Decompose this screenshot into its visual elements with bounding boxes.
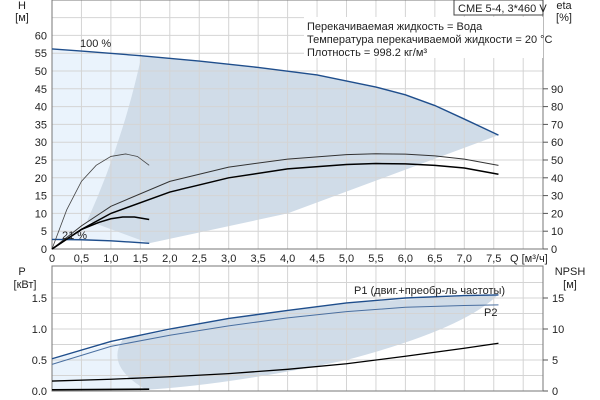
y-tick-label: 50	[35, 66, 47, 78]
p-tick-label: 0.0	[32, 386, 47, 398]
npsh-tick-label: 5	[552, 355, 558, 367]
y-tick-label: 30	[35, 137, 47, 149]
x-axis-label: Q [м³/ч]	[510, 253, 548, 265]
y2-tick-label: 40	[551, 173, 563, 185]
region-dark-bottom	[117, 294, 499, 390]
y-axis-label: H	[18, 0, 26, 12]
x-tick-label: 2,0	[162, 253, 177, 265]
y2-tick-label: 20	[551, 208, 563, 220]
x-tick-label: 0	[49, 253, 55, 265]
y2-tick-label: 0	[551, 244, 557, 256]
y2-tick-label: 50	[551, 155, 563, 167]
y2-tick-label: 80	[551, 102, 563, 114]
info-box	[304, 17, 543, 58]
y2-axis-unit: [%]	[556, 12, 572, 24]
label-p1: P1 (двиг.+преобр-ль частоты)	[354, 285, 505, 297]
series-line-npsh	[51, 342, 499, 382]
series-line-eta-small-lower	[51, 216, 150, 250]
y2-tick-label: 60	[551, 137, 563, 149]
x-tick-label: 5,0	[339, 253, 354, 265]
x-tick-label: 1,5	[133, 253, 148, 265]
y-tick-label: 40	[35, 102, 47, 114]
p-axis-label: P	[18, 266, 25, 278]
x-tick-label: 7,0	[457, 253, 472, 265]
x-tick-label: 5,5	[368, 253, 383, 265]
x-tick-label: 6,5	[427, 253, 442, 265]
npsh-tick-label: 0	[552, 386, 558, 398]
x-tick-label: 6,0	[398, 253, 413, 265]
y2-tick-label: 70	[551, 119, 563, 131]
y-tick-label: 5	[41, 226, 47, 238]
y-tick-label: 45	[35, 84, 47, 96]
npsh-tick-label: 15	[552, 293, 564, 305]
x-tick-label: 0,5	[74, 253, 89, 265]
x-tick-label: 3,5	[251, 253, 266, 265]
y-tick-label: 35	[35, 119, 47, 131]
y2-tick-label: 10	[551, 226, 563, 238]
x-tick-label: 7,5	[486, 253, 501, 265]
y-tick-label: 0	[41, 244, 47, 256]
y-tick-label: 55	[35, 48, 47, 60]
npsh-axis-unit: [м]	[563, 279, 577, 291]
x-tick-label: 4,0	[280, 253, 295, 265]
y-tick-label: 60	[35, 30, 47, 42]
y-tick-label: 20	[35, 173, 47, 185]
series-line-eta-small-upper	[51, 153, 150, 250]
series-line-p1	[51, 294, 499, 360]
y2-tick-label: 30	[551, 191, 563, 203]
label-100-percent: 100 %	[80, 38, 111, 50]
npsh-axis-label: NPSH	[555, 266, 586, 278]
x-tick-label: 2,5	[192, 253, 207, 265]
y-tick-label: 10	[35, 208, 47, 220]
x-tick-label: 1,0	[103, 253, 118, 265]
y2-axis-label: eta	[556, 0, 572, 12]
npsh-tick-label: 10	[552, 324, 564, 336]
region-dark-top	[87, 55, 499, 244]
chart-title: CME 5-4, 3*460 V	[458, 3, 547, 15]
x-tick-label: 3,0	[221, 253, 236, 265]
y-tick-label: 25	[35, 155, 47, 167]
series-line-p2	[51, 304, 499, 365]
label-p2: P2	[484, 307, 497, 319]
y-axis-unit: [м]	[15, 12, 29, 24]
p-tick-label: 1.0	[32, 324, 47, 336]
info-line: Плотность = 998.2 кг/м³	[307, 47, 427, 59]
series-line-eta-lower	[51, 162, 499, 250]
x-tick-label: 4,5	[309, 253, 324, 265]
series-line-p-min	[51, 388, 150, 391]
y2-tick-label: 90	[551, 84, 563, 96]
series-line-h-100-	[51, 48, 499, 136]
y-tick-label: 15	[35, 191, 47, 203]
p-tick-label: 1.5	[32, 293, 47, 305]
info-line: Перекачиваемая жидкость = Вода	[307, 21, 483, 33]
p-axis-unit: [кВт]	[14, 279, 37, 291]
title-box	[453, 0, 544, 16]
p-tick-label: 0.5	[32, 355, 47, 367]
info-line: Температура перекачиваемой жидкости = 20…	[307, 34, 553, 46]
series-line-eta-upper	[51, 153, 499, 250]
label-21-percent: 21 %	[62, 230, 87, 242]
